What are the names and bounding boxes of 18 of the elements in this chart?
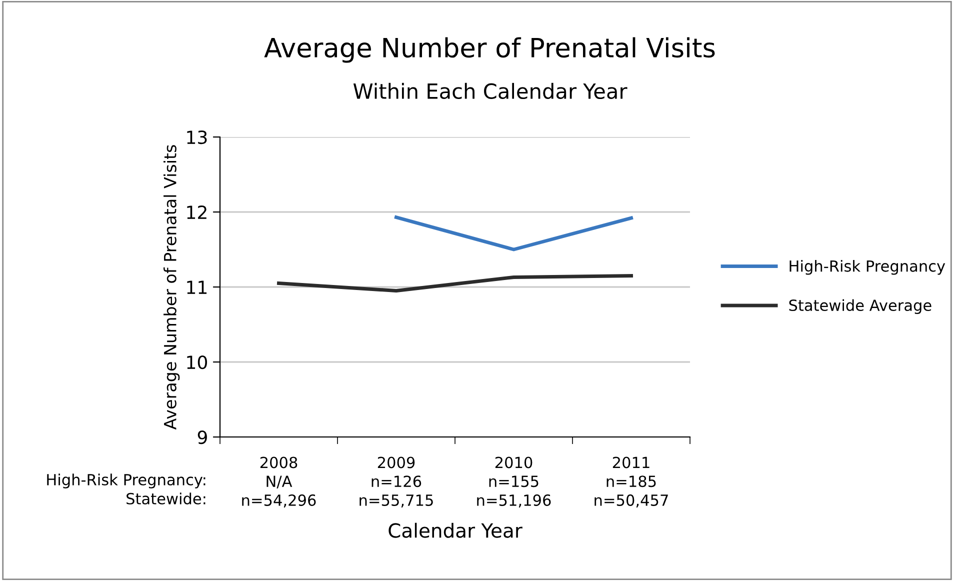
- x-axis-title: Calendar Year: [388, 522, 522, 538]
- x-tick-label: 2011 n=185 n=50,457: [594, 456, 668, 508]
- legend-label: Statewide Average: [789, 299, 932, 314]
- y-tick-label: 10: [187, 355, 207, 370]
- y-tick-label: 12: [187, 205, 206, 219]
- x-tick-label: 2008 N/A n=54,296: [242, 456, 316, 508]
- y-axis-title: Average Number of Prenatal Visits: [164, 145, 180, 430]
- text: High-Risk Pregnancy:: [47, 474, 206, 488]
- chart-subtitle: Within Each Calendar Year: [353, 82, 628, 100]
- x-tick-label: 2010 n=155 n=51,196: [477, 456, 551, 508]
- legend-label: High-Risk Pregnancy: [790, 260, 946, 275]
- line-series: [277, 274, 633, 292]
- y-tick-label: 9: [198, 430, 207, 444]
- text: Statewide:: [126, 492, 206, 504]
- x-tick-label: 2009 n=126 n=55,715: [360, 456, 433, 508]
- y-tick-label: 11: [187, 280, 207, 294]
- y-tick-label: 13: [187, 130, 207, 144]
- chart-title: Average Number of Prenatal Visits: [264, 37, 715, 63]
